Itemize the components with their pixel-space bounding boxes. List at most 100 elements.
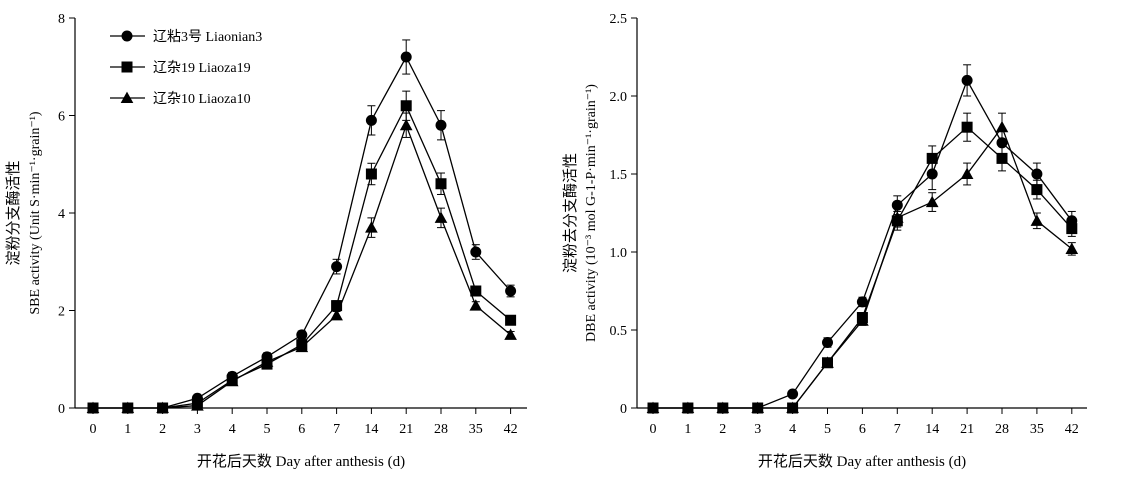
data-point-triangle [225, 374, 239, 387]
data-point-triangle [716, 401, 730, 414]
data-point-circle [470, 246, 482, 258]
data-point-square [1031, 184, 1043, 196]
data-point-triangle [469, 299, 483, 311]
data-point-triangle [434, 211, 448, 223]
x-tick-label: 0 [90, 422, 97, 437]
x-tick-label: 3 [194, 422, 201, 437]
y-tick-label: 1.5 [610, 168, 628, 183]
data-point-square [365, 168, 377, 180]
data-point-circle [331, 261, 343, 273]
data-point-circle [365, 114, 377, 126]
x-tick-label: 4 [789, 422, 796, 437]
data-point-triangle [890, 211, 904, 223]
x-axis-label: 开花后天数 Day after anthesis (d) [197, 453, 405, 470]
sbe-activity-chart: 0 2 4 6 8 0 1 2 3 4 5 6 7 14 21 28 35 42 开花后天数 Day after a… [5, 12, 527, 470]
y-tick-label: 2.0 [610, 90, 628, 105]
data-point-triangle [856, 314, 869, 326]
data-point-triangle [646, 401, 660, 414]
data-point-triangle [1065, 242, 1079, 254]
legend-label: 辽杂10 Liaoza10 [153, 91, 251, 107]
dbe-activity-chart: 0 0.5 1.0 1.5 2.0 2.5 0 1 2 3 4 5 6 7 14 21 28 35 42 开花后天数 … [562, 12, 1087, 470]
x-tick-label: 28 [434, 422, 448, 437]
y-tick-label: 0 [620, 402, 627, 417]
x-tick-label: 28 [995, 422, 1009, 437]
x-tick-label: 6 [859, 422, 866, 437]
legend-item: 辽杂19 Liaoza19 [110, 60, 251, 76]
data-point-circle [435, 119, 447, 131]
y-axis-label-cn: 淀粉去分支酶活性 [562, 153, 579, 273]
data-point-circle [961, 74, 973, 86]
data-point-circle [822, 336, 833, 348]
data-point-square [435, 178, 447, 190]
data-point-square [926, 152, 938, 164]
series-line [653, 126, 1073, 409]
legend-label: 辽杂19 Liaoza19 [153, 60, 251, 76]
data-point-square [121, 61, 133, 73]
data-point-triangle [504, 328, 517, 340]
x-tick-label: 0 [650, 422, 657, 437]
series-circle [87, 39, 517, 414]
data-point-square [331, 300, 343, 312]
data-point-triangle [681, 401, 695, 414]
y-axis-label-en: DBE activity (10⁻³ mol G-1-P·min⁻¹·grain… [584, 84, 599, 342]
data-point-triangle [156, 401, 169, 414]
legend-item: 辽杂10 Liaoza10 [110, 91, 251, 107]
data-point-circle [856, 296, 868, 308]
x-tick-label: 7 [894, 422, 901, 437]
x-tick-label: 1 [684, 422, 691, 437]
y-tick-label: 1.0 [610, 246, 628, 261]
data-point-triangle [365, 221, 378, 233]
data-point-triangle [821, 356, 834, 368]
x-tick-label: 14 [925, 422, 939, 437]
data-point-square [400, 100, 412, 112]
x-tick-label: 4 [229, 422, 236, 437]
data-point-triangle [120, 91, 134, 104]
data-point-triangle [925, 195, 939, 208]
y-tick-label: 6 [58, 110, 65, 125]
y-axis-label-en: SBE activity (Unit S·min⁻¹·grain⁻¹) [28, 111, 43, 315]
x-tick-label: 3 [754, 422, 761, 437]
x-tick-label: 5 [824, 422, 831, 437]
x-tick-label: 35 [469, 422, 483, 437]
series-line [93, 123, 512, 409]
y-tick-label: 8 [58, 12, 65, 27]
series-circle [647, 64, 1078, 414]
x-tick-label: 2 [159, 422, 166, 437]
data-point-triangle [960, 167, 974, 180]
data-point-circle [121, 30, 133, 42]
legend: 辽粘3号 Liaonian3 辽杂19 Liaoza19 辽杂10 Liaoza10 [110, 29, 262, 107]
data-point-circle [505, 285, 517, 297]
data-point-triangle [1030, 214, 1044, 226]
data-point-circle [1031, 168, 1043, 180]
series-line [653, 125, 1073, 409]
data-point-triangle [86, 401, 100, 414]
series-line [653, 78, 1073, 409]
data-point-square [1066, 223, 1078, 235]
y-tick-label: 2.5 [610, 12, 628, 27]
data-point-triangle [121, 401, 135, 414]
data-point-triangle [786, 401, 799, 414]
legend-item: 辽粘3号 Liaonian3 [110, 29, 262, 45]
series-triangle [86, 112, 517, 414]
data-point-circle [296, 329, 308, 341]
y-tick-label: 0 [58, 402, 65, 417]
y-tick-label: 0.5 [610, 324, 628, 339]
data-point-circle [787, 388, 799, 400]
data-point-triangle [995, 120, 1009, 133]
x-tick-label: 42 [504, 422, 518, 437]
x-tick-label: 1 [124, 422, 131, 437]
legend-label: 辽粘3号 Liaonian3 [153, 29, 262, 45]
series-triangle [646, 112, 1079, 414]
x-tick-label: 42 [1065, 422, 1079, 437]
data-point-triangle [751, 401, 765, 414]
data-point-square [505, 314, 517, 326]
series-square [87, 90, 517, 414]
data-point-square [961, 121, 973, 133]
data-point-triangle [295, 340, 309, 353]
y-axis-label-cn: 淀粉分支酶活性 [5, 160, 22, 265]
data-point-triangle [260, 355, 274, 367]
x-axis-label: 开花后天数 Day after anthesis (d) [758, 453, 966, 470]
y-tick-label: 4 [58, 207, 65, 222]
x-tick-label: 21 [399, 422, 413, 437]
